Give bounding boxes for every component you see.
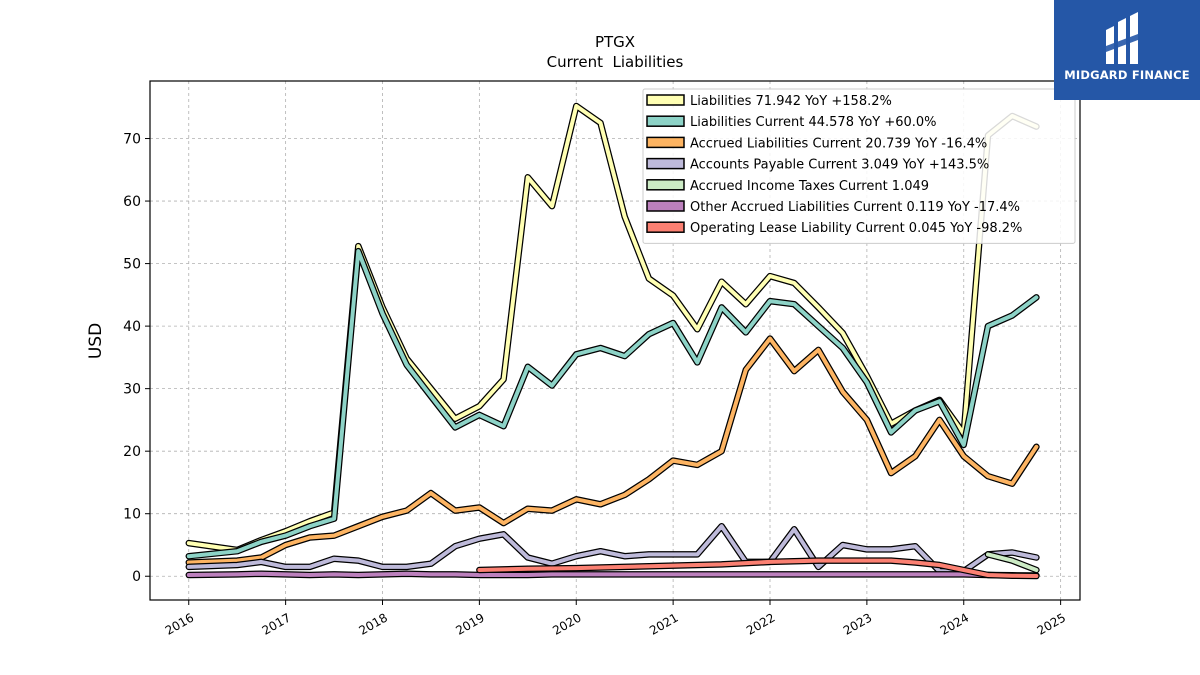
series-line [186, 524, 1039, 574]
series-line [477, 558, 1039, 578]
y-tick-label: 30 [123, 382, 141, 398]
plot-frame [149, 80, 1081, 601]
legend-swatch [646, 157, 685, 170]
y-tick-label: 40 [123, 319, 141, 335]
y-tick-label: 0 [132, 569, 141, 585]
series-line [186, 336, 1039, 565]
x-tick-label: 2018 [357, 610, 390, 637]
x-tick-label: 2023 [841, 610, 874, 637]
chart-title: PTGX [595, 33, 635, 51]
legend-label: Accounts Payable Current 3.049 YoY +143.… [690, 158, 989, 173]
series-outline [185, 335, 1040, 566]
x-tick-label: 2020 [550, 610, 583, 637]
chart-subtitle: Current Liabilities [547, 53, 684, 71]
brand-logo: MIDGARD FINANCE [1054, 0, 1200, 100]
legend-swatch [646, 136, 685, 149]
x-tick-label: 2016 [163, 610, 196, 637]
legend-label: Accrued Income Taxes Current 1.049 [690, 179, 929, 194]
legend-label: Liabilities Current 44.578 YoY +60.0% [690, 115, 937, 130]
legend-label: Operating Lease Liability Current 0.045 … [690, 221, 1022, 236]
y-axis-label: USD [86, 323, 106, 359]
y-tick-label: 60 [123, 194, 141, 210]
y-tick-label: 10 [123, 507, 141, 523]
series-layer [185, 102, 1040, 580]
legend-box [642, 88, 1076, 244]
legend-swatch [646, 179, 685, 191]
series-line [186, 249, 1039, 559]
x-tick-label: 2025 [1035, 610, 1068, 637]
x-tick-label: 2024 [938, 610, 971, 637]
x-tick-label: 2017 [260, 610, 293, 637]
series-outline [185, 247, 1040, 560]
y-tick-label: 50 [123, 257, 141, 273]
legend-swatch [646, 200, 685, 212]
series-line [186, 571, 1039, 578]
series-line [986, 552, 1039, 572]
legend-label: Other Accrued Liabilities Current 0.119 … [690, 200, 1020, 215]
x-tick-label: 2022 [744, 610, 777, 637]
legend-swatch [646, 115, 685, 127]
legend-swatch [646, 94, 685, 106]
x-tick-label: 2021 [647, 610, 680, 637]
y-tick-label: 20 [123, 444, 141, 460]
x-tick-label: 2019 [453, 610, 486, 637]
brand-mark-icon [1106, 12, 1138, 64]
legend: Liabilities 71.942 YoY +158.2% Liabilitie… [642, 88, 1076, 244]
legend-label: Liabilities 71.942 YoY +158.2% [690, 94, 892, 109]
legend-label: Accrued Liabilities Current 20.739 YoY -… [690, 136, 987, 151]
y-tick-label: 70 [123, 132, 141, 148]
legend-swatch [646, 221, 685, 233]
brand-name: MIDGARD FINANCE [1064, 68, 1190, 82]
